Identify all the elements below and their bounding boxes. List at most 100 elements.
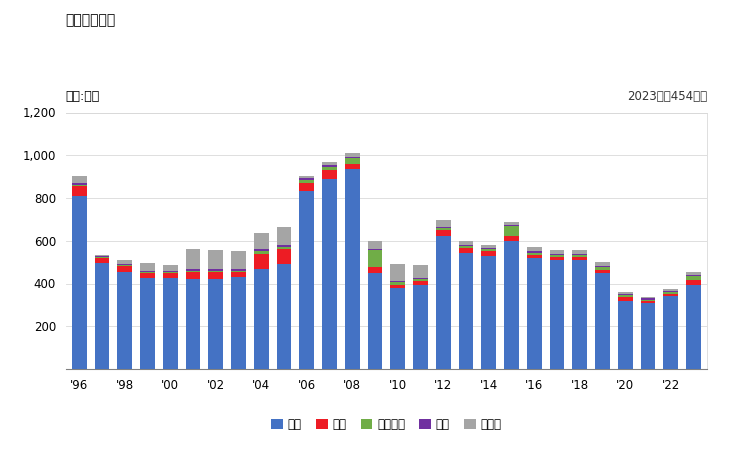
Bar [117, 264, 132, 266]
Bar [481, 256, 496, 369]
Bar [572, 255, 587, 257]
Bar [72, 184, 87, 185]
Bar [163, 266, 178, 271]
Bar [231, 277, 246, 369]
Bar [231, 252, 246, 269]
Bar [95, 262, 109, 369]
Bar [300, 183, 314, 190]
Bar [572, 250, 587, 254]
Bar [595, 266, 610, 267]
Bar [618, 295, 633, 297]
Bar [322, 167, 337, 170]
Bar [481, 252, 496, 256]
Bar [550, 257, 564, 260]
Bar [641, 297, 655, 298]
Bar [686, 284, 701, 369]
Bar [413, 281, 428, 284]
Bar [595, 270, 610, 273]
Bar [459, 246, 473, 248]
Bar [686, 275, 701, 276]
Bar [572, 254, 587, 255]
Bar [459, 245, 473, 246]
Bar [481, 245, 496, 248]
Bar [95, 258, 109, 262]
Bar [504, 237, 519, 241]
Bar [276, 245, 292, 247]
Bar [231, 269, 246, 271]
Bar [208, 271, 223, 272]
Bar [618, 294, 633, 295]
Bar [413, 266, 428, 278]
Bar [276, 247, 292, 249]
Bar [72, 176, 87, 184]
Bar [527, 252, 542, 255]
Bar [641, 300, 655, 301]
Bar [140, 272, 155, 273]
Bar [276, 249, 292, 264]
Bar [117, 266, 132, 272]
Bar [95, 255, 109, 256]
Bar [208, 279, 223, 369]
Bar [208, 269, 223, 271]
Bar [208, 250, 223, 269]
Legend: 中国, 台湾, ベトナム, タイ, その他: 中国, 台湾, ベトナム, タイ, その他 [267, 414, 506, 436]
Bar [276, 227, 292, 245]
Bar [254, 249, 269, 252]
Bar [641, 303, 655, 369]
Bar [95, 257, 109, 258]
Bar [436, 237, 451, 369]
Bar [140, 278, 155, 369]
Bar [550, 254, 564, 255]
Bar [254, 252, 269, 254]
Bar [572, 260, 587, 369]
Bar [72, 196, 87, 369]
Bar [641, 298, 655, 300]
Bar [572, 257, 587, 260]
Bar [300, 176, 314, 178]
Bar [345, 164, 359, 169]
Bar [390, 284, 405, 288]
Bar [527, 258, 542, 369]
Bar [595, 273, 610, 369]
Bar [163, 271, 178, 272]
Bar [140, 271, 155, 272]
Bar [504, 241, 519, 369]
Bar [595, 267, 610, 270]
Bar [618, 301, 633, 369]
Text: 2023年：454万個: 2023年：454万個 [627, 90, 707, 103]
Bar [595, 262, 610, 266]
Bar [95, 256, 109, 257]
Bar [481, 249, 496, 252]
Bar [390, 264, 405, 281]
Bar [459, 252, 473, 369]
Bar [254, 254, 269, 269]
Bar [300, 190, 314, 369]
Bar [663, 289, 678, 291]
Bar [367, 267, 383, 273]
Bar [254, 269, 269, 369]
Bar [663, 292, 678, 294]
Bar [367, 249, 383, 250]
Bar [322, 165, 337, 167]
Bar [231, 271, 246, 272]
Bar [436, 228, 451, 230]
Bar [550, 250, 564, 254]
Bar [618, 292, 633, 294]
Bar [459, 248, 473, 252]
Bar [140, 263, 155, 271]
Bar [663, 297, 678, 369]
Bar [345, 169, 359, 369]
Bar [413, 278, 428, 279]
Bar [72, 185, 87, 196]
Bar [527, 247, 542, 252]
Bar [390, 283, 405, 284]
Bar [300, 178, 314, 180]
Bar [618, 297, 633, 301]
Bar [186, 249, 200, 269]
Bar [186, 272, 200, 279]
Bar [208, 272, 223, 279]
Bar [163, 278, 178, 369]
Bar [186, 279, 200, 369]
Bar [231, 272, 246, 277]
Bar [550, 260, 564, 369]
